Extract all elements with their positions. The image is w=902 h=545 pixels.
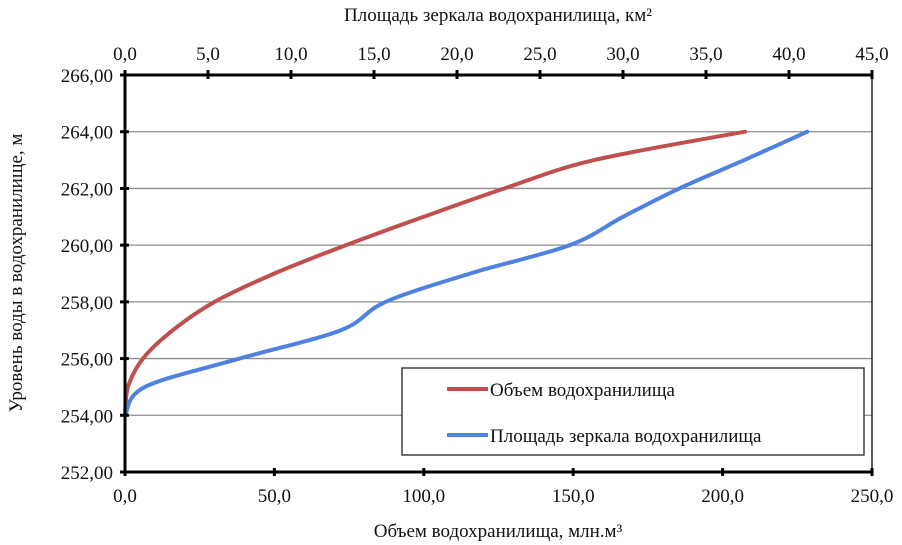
- y-tick-label: 258,00: [61, 293, 113, 314]
- top-axis-title: Площадь зеркала водохранилища, км²: [344, 5, 652, 26]
- y-tick-label: 252,00: [61, 463, 113, 484]
- tick-labels: 252,00 254,00 256,00 258,00 260,00 262,00 264,…: [61, 44, 894, 507]
- y-axis-title: Уровень воды в водохранилище, м: [6, 134, 27, 413]
- top-x-tick-label: 20,0: [440, 44, 473, 65]
- legend-label-volume: Объем водохранилища: [490, 380, 675, 401]
- top-x-tick-label: 30,0: [606, 44, 639, 65]
- top-x-tick-label: 45,0: [855, 44, 888, 65]
- series-lines: [123, 129, 810, 418]
- y-tick-label: 264,00: [61, 123, 113, 144]
- volume-series-line: [123, 129, 747, 418]
- top-x-tick-label: 0,0: [113, 44, 137, 65]
- x-tick-label: 250,0: [851, 486, 894, 507]
- y-tick-label: 254,00: [61, 406, 113, 427]
- x-tick-label: 0,0: [113, 486, 137, 507]
- x-tick-label: 150,0: [552, 486, 595, 507]
- x-tick-label: 100,0: [402, 486, 445, 507]
- y-tick-label: 256,00: [61, 350, 113, 371]
- y-tick-label: 260,00: [61, 236, 113, 257]
- top-x-tick-label: 10,0: [274, 44, 307, 65]
- legend-label-area: Площадь зеркала водохранилища: [490, 426, 762, 447]
- legend: Объем водохранилища Площадь зеркала водо…: [401, 367, 865, 456]
- top-x-tick-label: 25,0: [523, 44, 556, 65]
- axes: [120, 70, 874, 476]
- area-series-line: [123, 129, 810, 418]
- x-tick-label: 50,0: [258, 486, 291, 507]
- y-tick-label: 262,00: [61, 179, 113, 200]
- y-tick-label: 266,00: [61, 66, 113, 87]
- legend-box: [401, 367, 865, 456]
- bottom-axis-title: Объем водохранилища, млн.м³: [374, 521, 623, 542]
- x-tick-label: 200,0: [701, 486, 744, 507]
- top-x-tick-label: 15,0: [357, 44, 390, 65]
- top-x-tick-label: 40,0: [772, 44, 805, 65]
- top-x-tick-label: 5,0: [196, 44, 220, 65]
- top-x-tick-label: 35,0: [689, 44, 722, 65]
